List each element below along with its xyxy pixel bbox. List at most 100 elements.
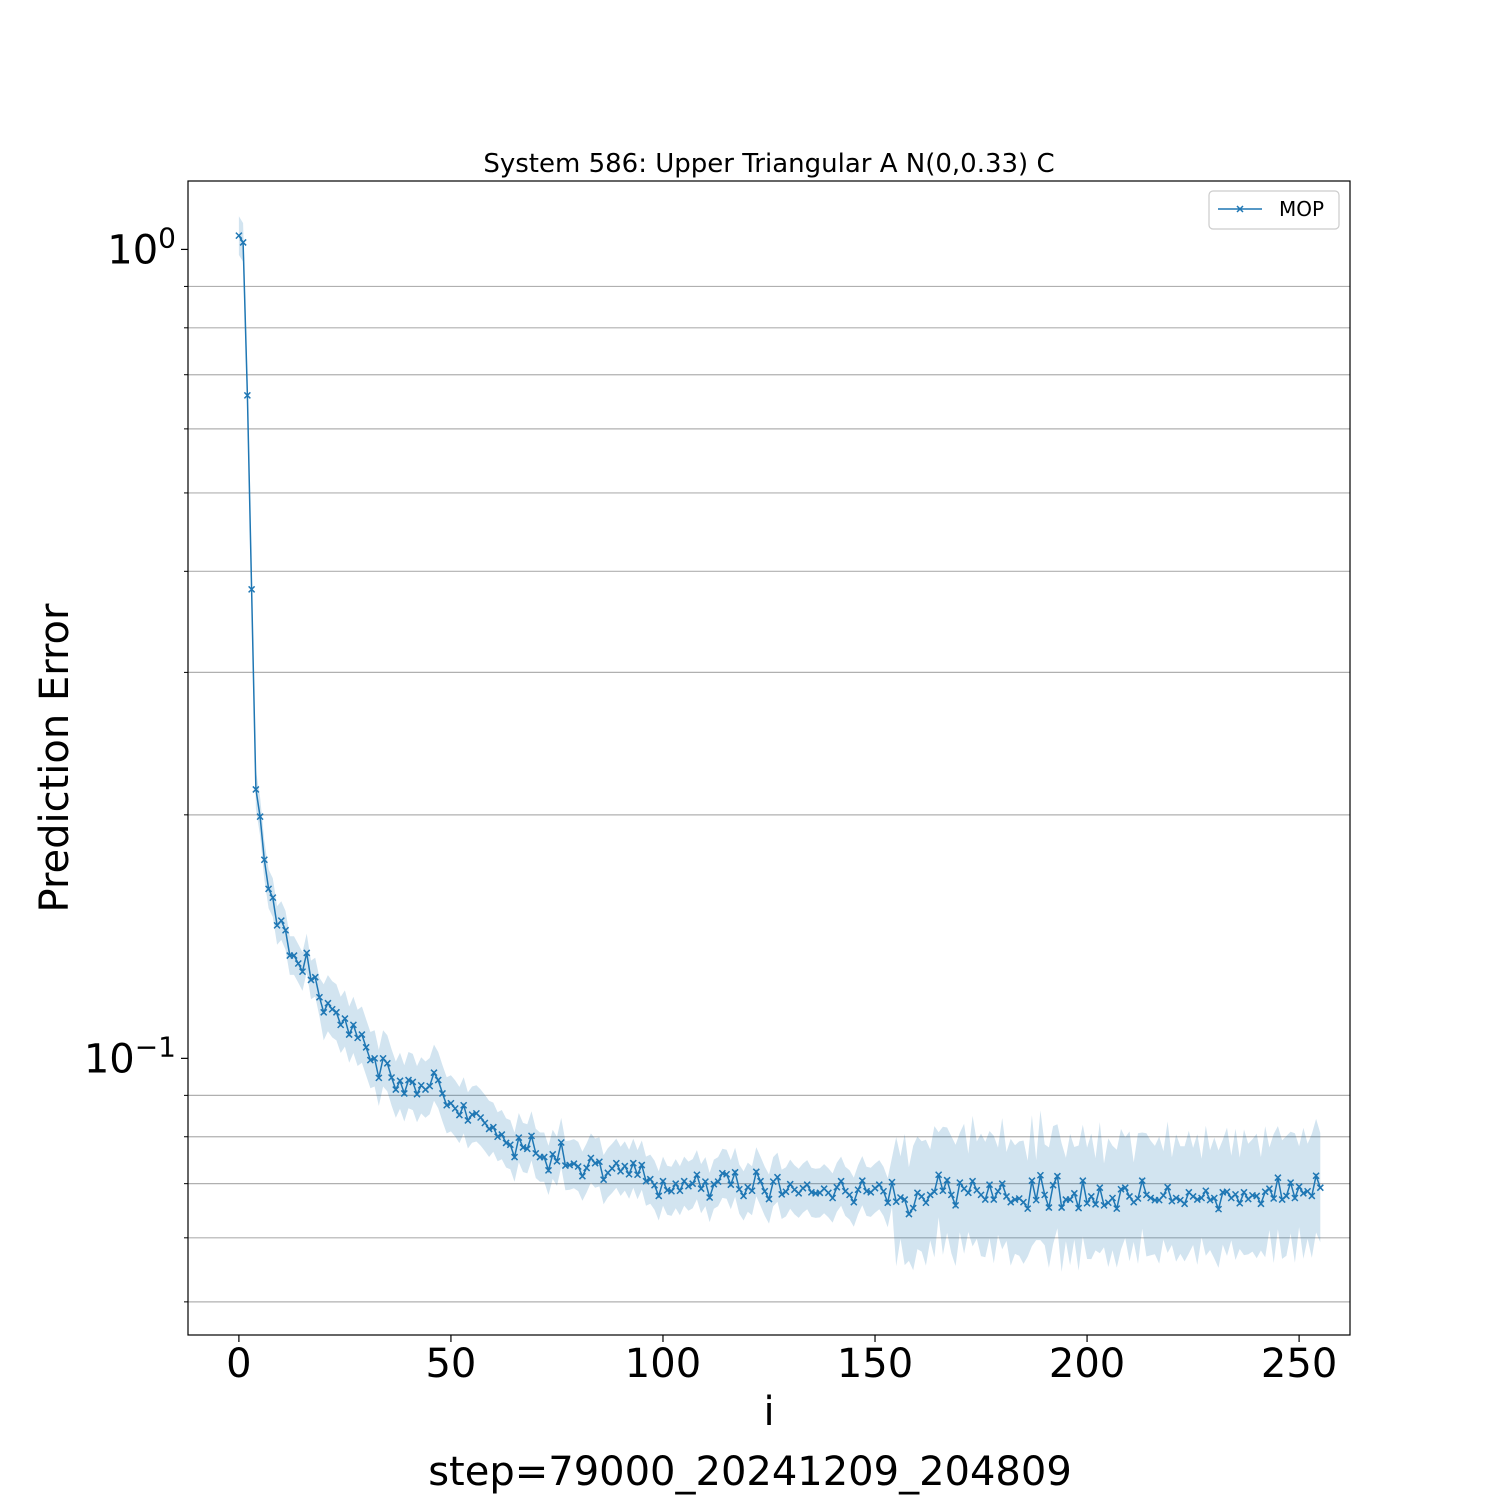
x-tick-label: 250 [1261, 1341, 1337, 1387]
data-point [1198, 1194, 1206, 1202]
data-point [905, 1210, 913, 1218]
data-point [930, 1188, 938, 1196]
data-point [1079, 1177, 1087, 1185]
confidence-band [238, 216, 1321, 1272]
data-point [1214, 1205, 1223, 1213]
data-point [956, 1179, 964, 1187]
data-point [714, 1178, 722, 1186]
data-point [1172, 1194, 1180, 1202]
x-tick-label: 150 [837, 1341, 913, 1387]
data-point [1261, 1188, 1269, 1196]
data-point [1053, 1172, 1061, 1180]
data-point [727, 1181, 735, 1189]
data-point [248, 585, 256, 593]
x-axis-label: i [763, 1389, 774, 1435]
legend-marker [1236, 205, 1244, 213]
data-point [591, 1159, 599, 1167]
series-line [238, 235, 1322, 1216]
data-point [676, 1187, 684, 1195]
y-axis-ticks: 100 10−1 [84, 221, 188, 1082]
data-point [1240, 1188, 1248, 1196]
data-point [646, 1175, 654, 1183]
data-point [540, 1153, 548, 1161]
data-point [1159, 1191, 1167, 1199]
data-point [918, 1192, 926, 1200]
data-point [1066, 1196, 1074, 1204]
data-point [1291, 1194, 1299, 1202]
data-point [400, 1089, 408, 1097]
data-point [277, 917, 285, 925]
series-markers [235, 232, 1324, 1218]
data-point [659, 1177, 667, 1185]
data-point [990, 1196, 998, 1204]
data-point [778, 1190, 786, 1198]
data-point [985, 1181, 994, 1189]
y-axis-label: Prediction Error [32, 603, 78, 912]
data-point [638, 1161, 646, 1169]
x-tick-label: 100 [625, 1341, 701, 1387]
data-point [1181, 1200, 1189, 1208]
data-point [1223, 1188, 1231, 1196]
data-point [426, 1082, 434, 1090]
data-point [269, 894, 277, 902]
data-point [1257, 1200, 1265, 1208]
x-tick-label: 50 [425, 1341, 476, 1387]
data-point [1295, 1183, 1303, 1191]
data-point [553, 1157, 561, 1165]
data-point [595, 1158, 603, 1166]
data-point [515, 1134, 523, 1142]
data-point [689, 1180, 697, 1188]
data-point [782, 1188, 790, 1196]
data-point [701, 1178, 709, 1186]
data-point [1113, 1205, 1121, 1213]
data-point [358, 1031, 366, 1039]
data-point [388, 1073, 396, 1082]
data-point [879, 1187, 888, 1195]
data-point [846, 1191, 854, 1199]
data-point [1253, 1192, 1261, 1200]
plot-frame [187, 180, 1351, 1336]
data-point [600, 1176, 608, 1184]
data-point [1058, 1204, 1066, 1212]
data-point [282, 926, 290, 934]
data-point [341, 1015, 349, 1023]
data-point [909, 1204, 917, 1212]
data-point [362, 1043, 370, 1051]
data-point [549, 1150, 557, 1158]
data-point [706, 1193, 714, 1202]
data-point [1142, 1191, 1150, 1199]
data-point [506, 1141, 514, 1149]
data-point [922, 1199, 930, 1207]
data-point [1206, 1196, 1214, 1204]
data-point [697, 1185, 705, 1193]
data-point [667, 1187, 675, 1195]
data-point [392, 1086, 400, 1094]
data-point [366, 1056, 374, 1064]
step-caption: step=79000_20241209_204809 [428, 1449, 1072, 1495]
data-point [320, 1008, 328, 1016]
data-point [485, 1125, 493, 1133]
x-tick-label: 0 [226, 1341, 251, 1387]
data-point [451, 1104, 459, 1113]
data-point [884, 1199, 892, 1207]
data-point [1147, 1194, 1155, 1202]
data-point [570, 1160, 578, 1168]
data-point [655, 1192, 663, 1200]
data-point [434, 1076, 442, 1084]
data-point [1308, 1192, 1316, 1200]
data-point [1189, 1192, 1197, 1200]
data-point [332, 1008, 340, 1016]
legend: MOP [1208, 190, 1340, 230]
data-point [523, 1145, 531, 1153]
data-point [252, 785, 260, 793]
data-point [1087, 1192, 1095, 1200]
data-point [833, 1183, 841, 1191]
data-point [994, 1187, 1002, 1195]
data-point [235, 232, 243, 240]
data-point [1316, 1184, 1324, 1192]
data-point [888, 1178, 896, 1186]
data-point [1312, 1172, 1320, 1180]
data-point [519, 1143, 527, 1151]
data-point [315, 993, 323, 1001]
data-point [1193, 1196, 1201, 1204]
